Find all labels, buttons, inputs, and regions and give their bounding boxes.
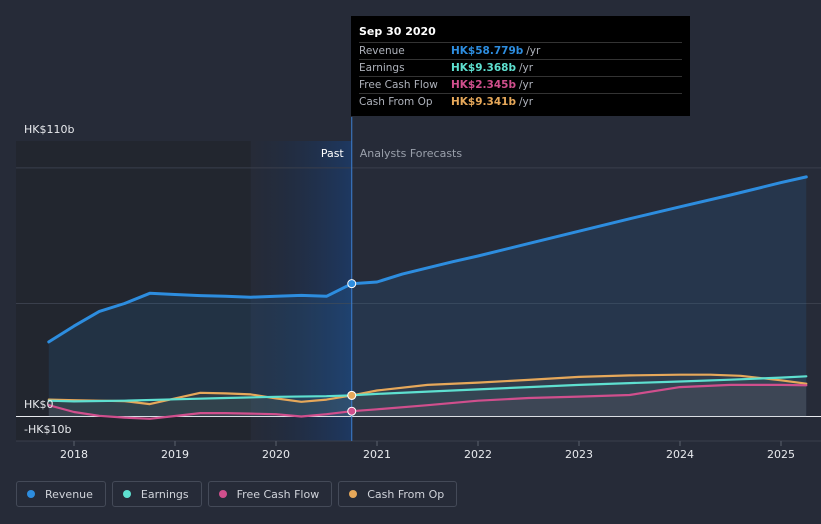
series-line-cash-from-op: [47, 373, 808, 406]
x-tick-label: 2020: [262, 448, 290, 461]
x-tick-label: 2021: [363, 448, 391, 461]
x-tick-label: 2022: [464, 448, 492, 461]
highlight-marker-cash-from-op: [347, 390, 357, 400]
tooltip-row-earnings: Earnings HK$9.368b /yr: [359, 59, 682, 76]
past-background: [16, 141, 251, 441]
series-area-free-cash-flow: [48, 384, 807, 419]
legend-dot-icon: [218, 490, 227, 498]
tooltip-value: HK$9.368b: [451, 62, 516, 74]
legend-item-earnings[interactable]: Earnings: [111, 481, 202, 507]
legend-label: Revenue: [45, 487, 93, 501]
highlight-marker-revenue: [347, 279, 357, 289]
legend-label: Cash From Op: [367, 487, 445, 501]
tooltip-label: Earnings: [359, 62, 405, 74]
legend-item-free-cash-flow[interactable]: Free Cash Flow: [207, 481, 333, 507]
tooltip-label: Cash From Op: [359, 96, 433, 108]
legend-label: Free Cash Flow: [236, 487, 320, 501]
tooltip-row-cash-from-op: Cash From Op HK$9.341b /yr: [359, 93, 682, 110]
tooltip-row-free-cash-flow: Free Cash Flow HK$2.345b /yr: [359, 76, 682, 93]
y-axis-label-bottom: -HK$10b: [24, 423, 71, 436]
tooltip-unit: /yr: [518, 79, 534, 91]
tooltip-value: HK$2.345b: [451, 79, 516, 91]
tooltip-row-revenue: Revenue HK$58.779b /yr: [359, 42, 682, 59]
series-area-cash-from-op: [48, 374, 807, 417]
series-line-revenue: [47, 175, 808, 344]
past-label: Past: [321, 147, 345, 160]
chart-legend: Revenue Earnings Free Cash Flow Cash Fro…: [16, 481, 458, 507]
legend-item-cash-from-op[interactable]: Cash From Op: [338, 481, 458, 507]
x-tick-label: 2018: [60, 448, 88, 461]
tooltip-unit: /yr: [518, 62, 534, 74]
series-line-earnings: [47, 375, 808, 403]
tooltip-label: Revenue: [359, 45, 405, 57]
x-tick-label: 2019: [161, 448, 189, 461]
x-tick-label: 2023: [565, 448, 593, 461]
tooltip-unit: /yr: [518, 96, 534, 108]
legend-dot-icon: [349, 490, 358, 498]
tooltip-unit: /yr: [526, 45, 541, 57]
legend-label: Earnings: [140, 487, 189, 501]
highlight-marker-free-cash-flow: [347, 406, 357, 416]
x-tick-label: 2024: [666, 448, 694, 461]
x-tick-label: 2025: [767, 448, 795, 461]
tooltip-value: HK$58.779b: [451, 45, 524, 57]
y-axis-label-top: HK$110b: [24, 123, 74, 136]
tooltip-label: Free Cash Flow: [359, 79, 438, 91]
series-line-free-cash-flow: [47, 383, 808, 420]
y-axis-label-zero: HK$0: [24, 398, 53, 411]
legend-item-revenue[interactable]: Revenue: [16, 481, 106, 507]
series-area-earnings: [48, 376, 807, 417]
legend-dot-icon: [27, 490, 35, 498]
chart-tooltip: Sep 30 2020 Revenue HK$58.779b /yr Earni…: [351, 16, 690, 116]
legend-dot-icon: [122, 490, 131, 498]
tooltip-date: Sep 30 2020: [359, 25, 436, 38]
series-area-revenue: [48, 176, 807, 417]
tooltip-value: HK$9.341b: [451, 96, 516, 108]
forecast-label: Analysts Forecasts: [360, 147, 463, 160]
